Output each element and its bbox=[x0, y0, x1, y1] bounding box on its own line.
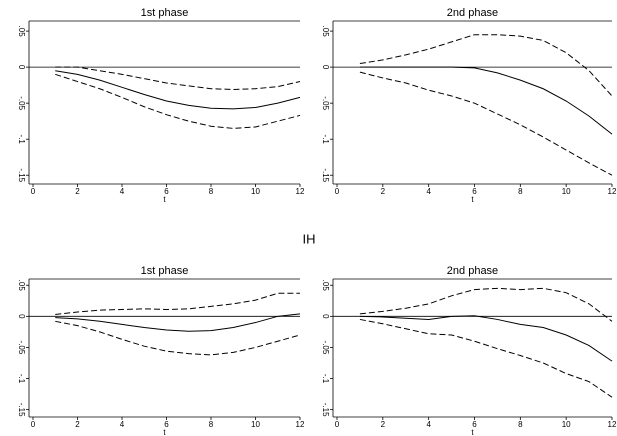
panel-title: 2nd phase bbox=[447, 7, 498, 19]
y-tick-label: -.15 bbox=[17, 168, 26, 182]
series-line bbox=[359, 71, 613, 176]
y-tick-label: 0 bbox=[321, 314, 330, 319]
series-line bbox=[55, 73, 301, 129]
x-tick-label: 2 bbox=[75, 420, 80, 429]
y-tick-label: -.05 bbox=[17, 96, 26, 110]
panel-title: 2nd phase bbox=[447, 265, 498, 277]
y-tick-label: -.1 bbox=[17, 135, 26, 145]
x-axis-label: t bbox=[471, 428, 474, 436]
series-line bbox=[359, 318, 613, 398]
x-tick-label: 0 bbox=[335, 187, 340, 196]
x-tick-label: 10 bbox=[562, 420, 571, 429]
x-tick-label: 4 bbox=[426, 187, 431, 196]
series-line bbox=[359, 315, 613, 362]
series-line bbox=[55, 70, 301, 110]
series-line bbox=[55, 320, 301, 356]
x-tick-label: 2 bbox=[381, 420, 386, 429]
x-tick-label: 10 bbox=[562, 187, 571, 196]
x-axis-label: t bbox=[163, 428, 166, 436]
x-tick-label: 12 bbox=[296, 187, 305, 196]
x-tick-label: 4 bbox=[120, 420, 125, 429]
y-tick-label: -.05 bbox=[17, 341, 26, 355]
y-tick-label: -.15 bbox=[321, 403, 330, 417]
x-tick-label: 10 bbox=[251, 187, 260, 196]
y-tick-label: -.1 bbox=[321, 135, 330, 145]
panel-title: 1st phase bbox=[141, 7, 189, 19]
y-tick-label: -.15 bbox=[17, 403, 26, 417]
y-tick-label: 0 bbox=[321, 65, 330, 70]
x-tick-label: 6 bbox=[472, 420, 477, 429]
x-tick-label: 4 bbox=[120, 187, 125, 196]
y-tick-label: -.15 bbox=[321, 168, 330, 182]
x-tick-label: 12 bbox=[296, 420, 305, 429]
x-tick-label: 8 bbox=[209, 187, 214, 196]
series-line bbox=[55, 313, 301, 332]
y-tick-label: 0 bbox=[17, 314, 26, 319]
y-tick-label: 0 bbox=[17, 65, 26, 70]
x-tick-label: 4 bbox=[426, 420, 431, 429]
y-tick-label: .05 bbox=[321, 280, 330, 292]
x-tick-label: 8 bbox=[209, 420, 214, 429]
y-tick-label: .05 bbox=[17, 26, 26, 38]
x-tick-label: 12 bbox=[608, 187, 617, 196]
x-tick-label: 6 bbox=[164, 420, 169, 429]
x-tick-label: 2 bbox=[381, 187, 386, 196]
x-axis-label: t bbox=[471, 195, 474, 204]
y-tick-label: -.1 bbox=[17, 374, 26, 384]
x-tick-label: 12 bbox=[608, 420, 617, 429]
y-tick-label: -.05 bbox=[321, 96, 330, 110]
x-tick-label: 2 bbox=[75, 187, 80, 196]
series-line bbox=[359, 66, 613, 135]
section-label: IH bbox=[303, 231, 316, 246]
x-tick-label: 6 bbox=[164, 187, 169, 196]
y-tick-label: .05 bbox=[321, 26, 330, 38]
x-tick-label: 0 bbox=[31, 420, 36, 429]
y-tick-label: .05 bbox=[17, 280, 26, 292]
x-tick-label: 10 bbox=[251, 420, 260, 429]
y-tick-label: -.05 bbox=[321, 341, 330, 355]
series-line bbox=[55, 66, 301, 90]
y-tick-label: -.1 bbox=[321, 374, 330, 384]
series-line bbox=[359, 34, 613, 97]
x-tick-label: 8 bbox=[518, 187, 523, 196]
series-line bbox=[359, 287, 613, 322]
x-tick-label: 0 bbox=[335, 420, 340, 429]
series-line bbox=[55, 292, 300, 315]
panel-title: 1st phase bbox=[141, 265, 189, 277]
x-axis-label: t bbox=[163, 195, 166, 204]
x-tick-label: 6 bbox=[472, 187, 477, 196]
x-tick-label: 0 bbox=[31, 187, 36, 196]
x-tick-label: 8 bbox=[518, 420, 523, 429]
